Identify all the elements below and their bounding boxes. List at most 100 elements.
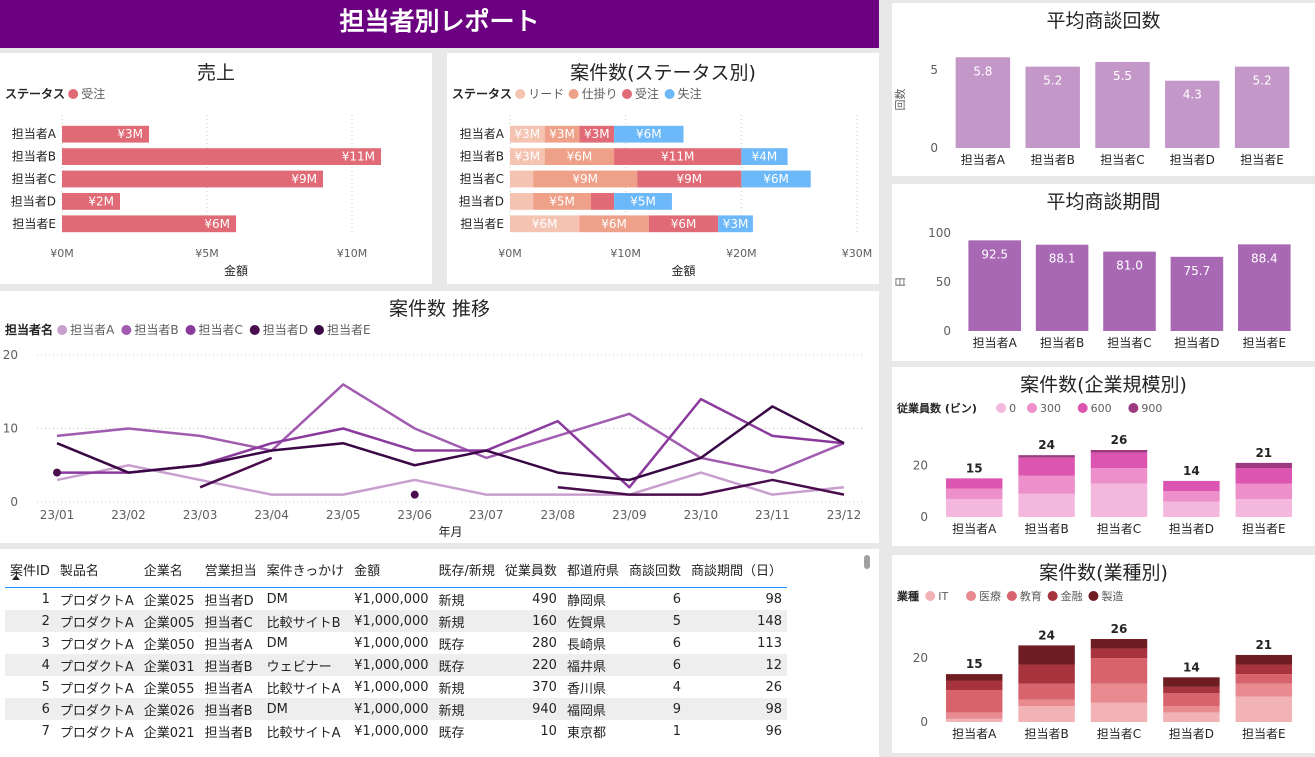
x-tick-label: 23/10 <box>684 508 719 522</box>
table-cell: 佐賀県 <box>561 610 624 632</box>
table-cell: 新規 <box>433 610 500 632</box>
x-tick-label: 担当者E <box>1240 153 1284 167</box>
x-tick-label: 担当者A <box>961 153 1006 167</box>
x-tick-label: 23/01 <box>40 508 75 522</box>
table-cell: 7 <box>41 723 50 739</box>
table-cell: 既存 <box>433 654 500 676</box>
bar <box>945 478 1003 489</box>
bar <box>62 148 381 165</box>
bar <box>648 215 719 233</box>
table-cell: 香川県 <box>566 681 606 697</box>
bar <box>579 125 615 143</box>
bar <box>614 148 742 165</box>
table-row[interactable]: 4 プロダクトA 企業031 担当者B ウェビナー ¥1,000,000 既存 220 福井県 6… <box>5 654 787 676</box>
y-tick-label: 50 <box>936 275 951 289</box>
status-title: 案件数(ステータス別) <box>570 62 756 84</box>
table-cell: 490 <box>532 591 557 607</box>
data-label: ¥3M <box>117 127 143 141</box>
bar <box>945 718 1003 722</box>
y-tick-label: 0 <box>920 715 928 729</box>
table-cell: DM <box>266 591 288 607</box>
column-header[interactable]: 都道府県 <box>561 551 624 588</box>
legend-title: 従業員数 (ビン) <box>896 401 977 415</box>
data-label: 5.8 <box>973 64 992 78</box>
table-row[interactable]: 1 プロダクトA 企業025 担当者D DM ¥1,000,000 新規 490 静岡県 6 98 <box>5 588 787 611</box>
bar <box>741 148 788 165</box>
column-header[interactable]: 従業員数 <box>499 551 562 588</box>
table-cell: 220 <box>499 654 562 676</box>
data-label: ¥2M <box>88 194 114 208</box>
column-header[interactable]: 案件ID <box>5 551 55 588</box>
column-header[interactable]: 企業名 <box>138 551 200 588</box>
trend-chart: 担当者名 担当者A 担当者B 担当者C 担当者D 担当者E 0 10 20 23/01 23/02 2… <box>3 322 864 539</box>
bar <box>62 125 149 143</box>
table-scrollbar[interactable] <box>864 555 870 569</box>
bar <box>1163 706 1220 713</box>
table-cell: 担当者D <box>204 593 254 609</box>
bar <box>1018 493 1075 517</box>
column-header[interactable]: 既存/新規 <box>433 551 500 588</box>
legend-label: 失注 <box>678 86 702 101</box>
data-label: 75.7 <box>1184 264 1211 278</box>
y-tick-label: 0 <box>943 324 951 338</box>
legend-label: IT <box>938 590 948 603</box>
table-cell: 160 <box>499 610 562 632</box>
column-header[interactable]: 営業担当 <box>199 551 262 588</box>
table-cell: 比較サイトA <box>266 681 341 697</box>
table-cell: ¥1,000,000 <box>354 591 429 607</box>
column-header[interactable]: 商談回数 <box>623 551 686 588</box>
table-cell: 担当者A <box>204 681 253 697</box>
legend-label: 900 <box>1141 402 1162 415</box>
y-tick-label: 20 <box>3 348 18 362</box>
table-cell: 福井県 <box>561 654 624 676</box>
bar <box>945 690 1003 713</box>
bar <box>945 712 1003 719</box>
table-cell: プロダクトA <box>59 725 134 741</box>
bar <box>1163 501 1220 517</box>
table-row[interactable]: 3 プロダクトA 企業050 担当者A DM ¥1,000,000 既存 280 長崎県 6 113 <box>5 632 787 654</box>
x-tick-label: 23/02 <box>111 508 146 522</box>
bar <box>1025 66 1080 148</box>
x-tick-label: 担当者A <box>973 336 1018 350</box>
column-header[interactable]: 金額 <box>349 551 434 588</box>
x-tick-label: 担当者D <box>1170 153 1215 167</box>
data-label: ¥3M <box>515 127 541 141</box>
data-label: 5.2 <box>1043 74 1062 88</box>
legend-marker <box>996 403 1007 413</box>
total-label: 15 <box>966 657 983 671</box>
bar <box>637 170 742 188</box>
table-cell: 企業050 <box>143 637 195 653</box>
avg-count-panel: 平均商談回数 回数 0 5 担当者A 5.8 担当者B 5.2 担当者C 5.5 担当者D 4.3 担… <box>892 3 1315 176</box>
legend-title: 業種 <box>896 589 919 603</box>
sales-panel: 売上 ステータス 受注 ¥0M ¥5M ¥10M 金額 担当者A ¥3M 担当者B ¥11M 担当者… <box>0 53 432 284</box>
table-row[interactable]: 6 プロダクトA 企業026 担当者B DM ¥1,000,000 新規 940 福岡県 9 98 <box>5 698 787 720</box>
bar <box>1018 645 1075 665</box>
sort-ascending-icon[interactable] <box>12 575 20 580</box>
legend-label: 受注 <box>635 86 659 101</box>
bar <box>741 170 811 188</box>
table-cell: ¥1,000,000 <box>354 635 429 651</box>
x-tick-label: 担当者E <box>1242 727 1286 741</box>
bar <box>1090 648 1148 659</box>
column-header[interactable]: 商談期間（日） <box>685 551 787 588</box>
legend-label: リード <box>528 87 564 101</box>
table-row[interactable]: 5 プロダクトA 企業055 担当者A 比較サイトA ¥1,000,000 新規 370 香川県… <box>5 676 787 698</box>
bar <box>1090 452 1148 469</box>
avg-period-panel: 平均商談期間 日 0 50 100 担当者A 92.5 担当者B 88.1 担当者C 81.0 担当… <box>892 184 1315 361</box>
bar <box>718 215 753 233</box>
data-label: ¥6M <box>567 150 593 164</box>
bar <box>945 498 1003 517</box>
bar <box>510 193 534 210</box>
table-row[interactable]: 2 プロダクトA 企業005 担当者C 比較サイトB ¥1,000,000 新規 160 佐賀県… <box>5 610 787 632</box>
legend-title: 担当者名 <box>5 322 53 337</box>
x-tick-label: 担当者D <box>1169 522 1214 536</box>
x-tick-label: 23/09 <box>612 508 647 522</box>
y-tick-label: 担当者D <box>459 194 504 208</box>
table-row[interactable]: 7 プロダクトA 企業021 担当者B 比較サイトA ¥1,000,000 既存 10 東京都 1… <box>5 720 787 742</box>
x-tick-label: 23/04 <box>254 508 289 522</box>
column-header[interactable]: 製品名 <box>54 551 139 588</box>
total-label: 26 <box>1111 622 1128 636</box>
table-cell: 既存 <box>438 637 465 653</box>
table-cell: 96 <box>765 723 782 739</box>
column-header[interactable]: 案件きっかけ <box>261 551 350 588</box>
